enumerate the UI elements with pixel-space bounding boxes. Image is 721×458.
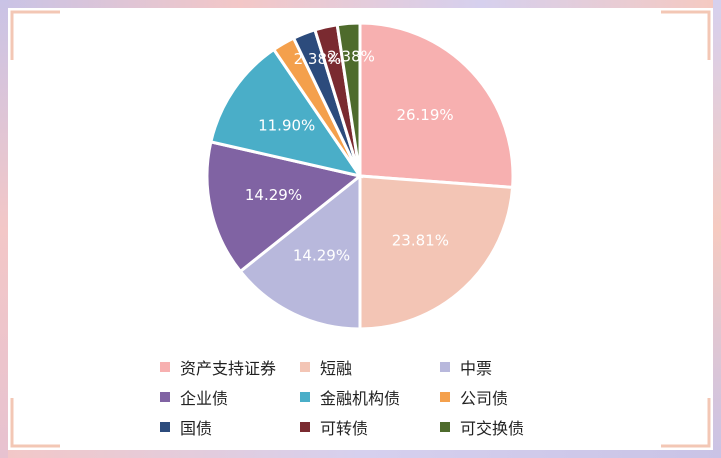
pie-data-label: 23.81%: [392, 232, 449, 250]
legend-swatch: [160, 422, 170, 432]
legend-label: 资产支持证券: [180, 359, 277, 378]
pie-slice: [358, 21, 515, 190]
left-border-band: [0, 0, 8, 458]
pie-data-label: 2.38%: [327, 47, 375, 65]
legend-label: 国债: [180, 419, 213, 438]
legend-label: 企业债: [180, 389, 229, 408]
pie-slice: [238, 172, 362, 331]
legend-item: 公司债: [440, 386, 580, 408]
legend-label: 短融: [320, 359, 353, 378]
legend-swatch: [300, 362, 310, 372]
corner-top-left: [10, 10, 60, 60]
legend-swatch: [300, 392, 310, 402]
legend-item: 短融: [300, 356, 440, 378]
legend-swatch: [160, 392, 170, 402]
pie-data-label: 11.90%: [258, 116, 315, 134]
legend: 资产支持证券 短融 中票企业债 金融机构债 公司债国债 可转债 可交换债: [160, 356, 580, 438]
right-border-band: [713, 0, 721, 458]
pie-slices: [205, 21, 515, 331]
legend-item: 国债: [160, 416, 300, 438]
corner-bottom-left: [10, 398, 60, 448]
legend-item: 资产支持证券: [160, 356, 300, 378]
pie-data-labels: 26.19% 23.81% 14.29% 14.29% 11.90% 2.38%2.38%: [245, 47, 454, 264]
legend-item: 可交换债: [440, 416, 580, 438]
legend-swatch: [440, 392, 450, 402]
corner-bottom-right: [661, 398, 711, 448]
legend-item: 企业债: [160, 386, 300, 408]
pie-data-label: 14.29%: [245, 186, 302, 204]
top-border-band: [0, 0, 721, 8]
legend-label: 可转债: [320, 419, 369, 438]
bottom-border-band: [0, 450, 721, 458]
legend-label: 公司债: [460, 389, 509, 408]
legend-label: 可交换债: [460, 419, 525, 438]
legend-swatch: [160, 362, 170, 372]
pie-slice: [335, 21, 362, 177]
pie-slice: [209, 47, 364, 179]
corner-top-right: [661, 10, 711, 60]
pie-slice: [358, 174, 515, 331]
legend-item: 中票: [440, 356, 580, 378]
legend-label: 金融机构债: [320, 389, 401, 408]
legend-item: 可转债: [300, 416, 440, 438]
legend-item: 金融机构债: [300, 386, 440, 408]
legend-swatch: [300, 422, 310, 432]
legend-swatch: [440, 362, 450, 372]
pie-data-label: 26.19%: [396, 106, 453, 124]
pie-data-label: 2.38%: [294, 50, 342, 68]
legend-swatch: [440, 422, 450, 432]
pie-slice: [205, 140, 364, 274]
legend-label: 中票: [460, 359, 493, 378]
pie-data-label: 14.29%: [293, 246, 350, 264]
